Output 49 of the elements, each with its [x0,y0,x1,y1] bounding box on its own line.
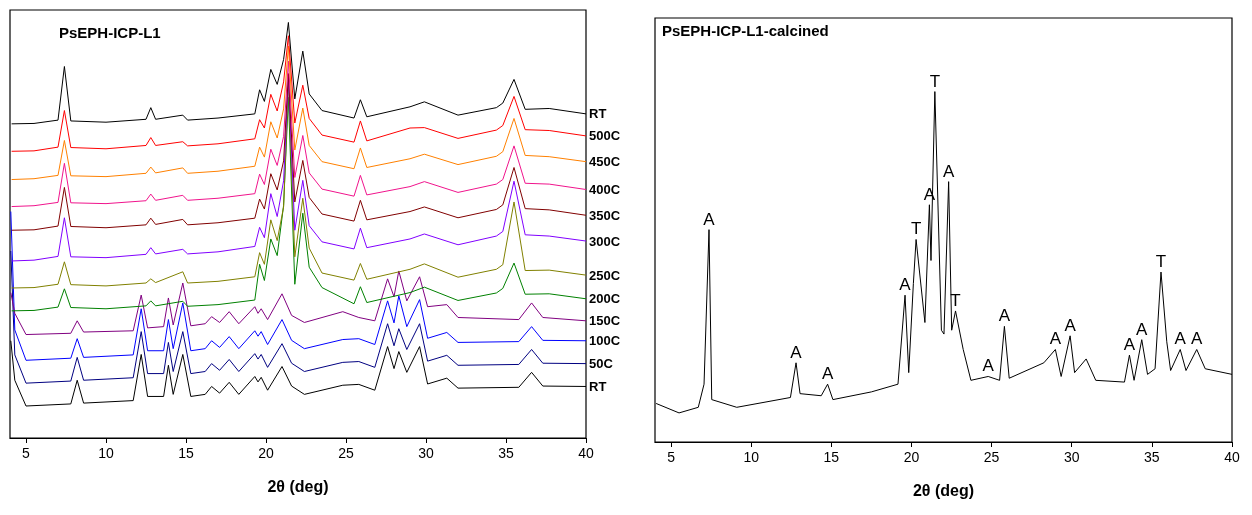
annotation: A [1136,319,1149,339]
annotation: A [1123,335,1136,355]
x-tick-label: 40 [578,445,594,461]
series-label: 500C [589,128,621,144]
series-label: RT [589,106,607,122]
x-tick-label: 25 [983,449,1000,465]
annotation: A [821,364,834,384]
annotation: T [910,219,922,239]
series-label: 300C [589,233,621,249]
series-label: 350C [589,207,621,223]
annotation: A [998,306,1011,326]
annotation: A [1049,329,1062,349]
series-label: 400C [589,182,621,198]
annotation: T [1155,252,1167,272]
x-tick-label: 35 [1144,449,1160,465]
x-tick-label: 25 [338,445,354,461]
x-tick-label: 40 [1224,449,1240,465]
x-tick-label: 5 [667,449,676,465]
x-tick-label: 15 [178,445,194,461]
annotation: A [1191,329,1204,349]
x-axis-title: 2θ (deg) [267,477,329,495]
x-tick-label: 10 [743,449,760,465]
x-tick-label: 30 [1063,449,1080,465]
x-tick-label: 30 [418,445,434,461]
x-tick-label: 20 [258,445,274,461]
chart-title: PsEPH-ICP-L1 [59,24,161,41]
x-tick-label: 35 [498,445,514,461]
annotation: A [899,275,912,295]
series-label: RT [589,378,607,394]
x-tick-label: 10 [98,445,114,461]
x-tick-label: 5 [22,445,31,461]
annotation: A [790,342,803,362]
series-label: 200C [589,291,621,307]
series-label: 150C [589,313,621,329]
chart-title: PsEPH-ICP-L1-calcined [662,22,829,39]
series-label: 250C [589,267,621,283]
series-label: 50C [589,356,614,372]
annotation: T [950,290,961,310]
annotation: T [929,71,941,91]
x-tick-label: 20 [903,449,920,465]
annotation: A [1064,315,1077,335]
annotation: A [942,161,955,181]
annotation: A [982,356,995,376]
x-tick-label: 15 [823,449,840,465]
x-axis-title: 2θ (deg) [912,481,975,499]
annotation: A [703,209,716,229]
series-label: 450C [589,154,621,170]
annotation: A [1174,329,1187,349]
series-label: 100C [589,333,621,349]
